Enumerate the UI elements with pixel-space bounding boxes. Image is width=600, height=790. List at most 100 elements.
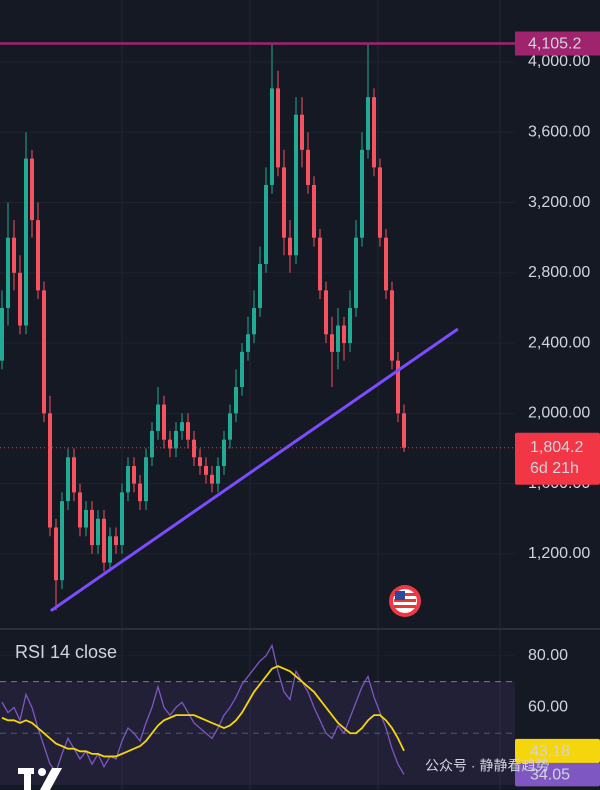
- candle-body: [108, 536, 112, 563]
- candle-body: [372, 97, 376, 168]
- last-price-label-bg: [515, 432, 600, 485]
- candle-body: [204, 466, 208, 475]
- candle-body: [144, 457, 148, 502]
- candle-body: [330, 334, 334, 352]
- watermark: 公众号 · 静静看趋势: [425, 758, 549, 774]
- candle-body: [348, 307, 352, 344]
- candle-body: [24, 158, 28, 326]
- flag-stripe: [394, 605, 416, 608]
- candle-body: [126, 466, 130, 493]
- candle-body: [150, 430, 154, 458]
- candle-body: [156, 404, 160, 431]
- candle-body: [396, 360, 400, 414]
- pane-title: RSI 14 close: [15, 642, 117, 662]
- plot-area: [0, 643, 515, 785]
- y-tick-label: 3,600.00: [528, 123, 590, 140]
- rsi-pane: 80.00 60.00 34.05 43.18 RSI 14 close: [0, 642, 600, 787]
- candle-body: [60, 501, 64, 581]
- rsi-line: [1, 643, 405, 775]
- candle-body: [210, 474, 214, 484]
- y-tick-label: 2,800.00: [528, 264, 590, 281]
- candle-body: [402, 413, 406, 448]
- candle-body: [192, 439, 196, 458]
- plot-area: [0, 43, 515, 612]
- candle-body: [12, 237, 16, 273]
- candle-body: [48, 413, 52, 528]
- candle-body: [36, 220, 40, 291]
- logo-part: [24, 768, 31, 790]
- candle-body: [366, 97, 370, 150]
- candle-body: [324, 290, 328, 335]
- candle-body: [360, 149, 364, 238]
- flag-stripe: [394, 599, 416, 602]
- trendline: [50, 328, 459, 612]
- candle-body: [114, 536, 118, 546]
- candle-body: [54, 527, 58, 581]
- candle-body: [312, 184, 316, 238]
- candle-body: [270, 88, 274, 185]
- candle-body: [18, 272, 22, 326]
- candle-body: [96, 518, 100, 546]
- value-label-bg: [515, 738, 600, 763]
- candle-body: [288, 237, 292, 256]
- y-tick-label: 2,000.00: [528, 405, 590, 422]
- candle-body: [180, 422, 184, 431]
- y-tick-label: 60.00: [528, 699, 568, 716]
- candle-body: [222, 439, 226, 467]
- logo[interactable]: [18, 768, 62, 790]
- candle-body: [186, 422, 190, 440]
- candle-body: [30, 158, 34, 221]
- candle-body: [276, 88, 280, 168]
- candle-body: [216, 466, 220, 484]
- countdown-label: 6d 21h: [530, 460, 579, 477]
- last-price-label: 1,804.2: [530, 439, 583, 456]
- y-tick-label: 4,000.00: [528, 53, 590, 70]
- candle-body: [342, 325, 346, 344]
- candle-body: [318, 237, 322, 291]
- value-label: 43.18: [530, 743, 570, 760]
- candle-body: [174, 430, 178, 449]
- candle-body: [132, 466, 136, 484]
- candle-body: [102, 518, 106, 563]
- candle-body: [234, 386, 238, 414]
- candle-body: [162, 404, 166, 440]
- rsi-line: [1, 665, 405, 758]
- candle-body: [0, 307, 4, 361]
- flag-canton: [395, 591, 405, 600]
- candle-body: [252, 307, 256, 335]
- candle-body: [306, 149, 310, 185]
- y-tick-label: 80.00: [528, 647, 568, 664]
- candle-body: [258, 264, 262, 308]
- y-tick-label: 2,400.00: [528, 334, 590, 351]
- v-grid: [121, 0, 501, 790]
- candle-body: [354, 237, 358, 308]
- candle-body: [246, 334, 250, 352]
- candle-body: [294, 114, 298, 256]
- candle-body: [168, 439, 172, 449]
- y-tick-label: 3,200.00: [528, 194, 590, 211]
- candle-body: [78, 492, 82, 528]
- candle-body: [72, 457, 76, 493]
- candle-body: [198, 457, 202, 467]
- resistance-label: 4,105.2: [528, 36, 581, 53]
- candle-body: [90, 509, 94, 546]
- candle-body: [120, 492, 124, 546]
- candle-body: [66, 457, 70, 502]
- candle-body: [42, 290, 46, 414]
- candle-body: [336, 325, 340, 352]
- candle-body: [384, 237, 388, 291]
- flag-icon[interactable]: [389, 585, 421, 617]
- candle-body: [282, 167, 286, 238]
- candle-body: [138, 483, 142, 502]
- candle-body: [228, 413, 232, 440]
- candle-body: [6, 237, 10, 308]
- logo-part: [40, 768, 62, 790]
- y-tick-label: 1,200.00: [528, 545, 590, 562]
- candle-body: [84, 509, 88, 528]
- price-pane: 1,200.001,600.002,000.002,400.002,800.00…: [0, 31, 600, 612]
- value-label: 34.05: [530, 767, 570, 784]
- candle-body: [240, 351, 244, 387]
- candle-body: [264, 184, 268, 265]
